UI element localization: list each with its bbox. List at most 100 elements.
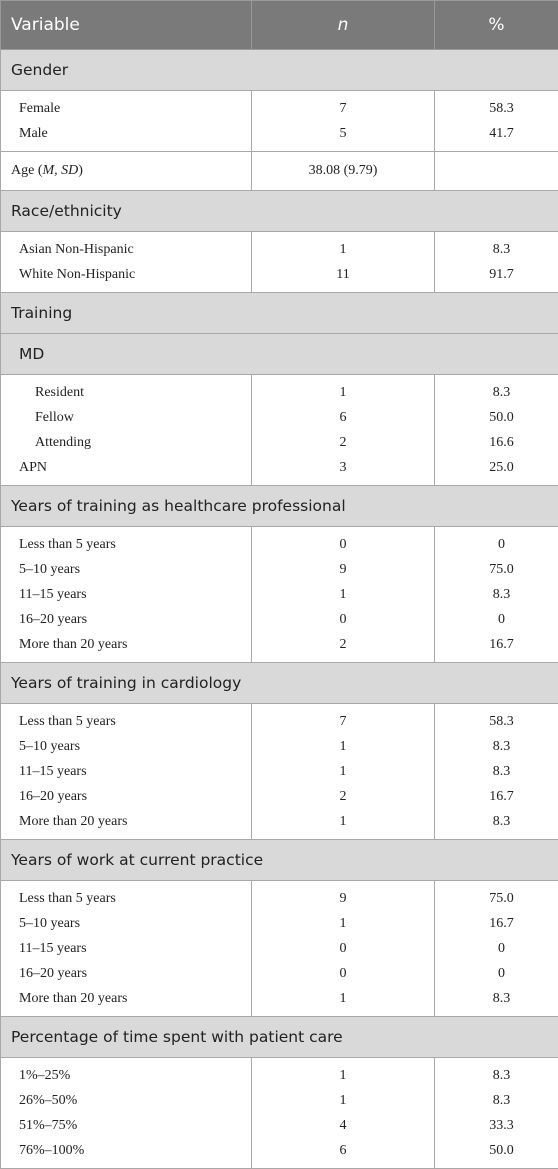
row-label: Less than 5 years [1, 704, 252, 735]
table-row: 5–10 years 9 75.0 [1, 557, 558, 582]
row-n: 0 [252, 607, 435, 632]
row-n: 3 [252, 455, 435, 486]
row-n: 1 [252, 232, 435, 263]
row-percent: 0 [435, 936, 558, 961]
row-n: 9 [252, 881, 435, 912]
row-percent: 58.3 [435, 91, 558, 122]
row-percent: 8.3 [435, 1088, 558, 1113]
row-n: 1 [252, 1088, 435, 1113]
section-race: Race/ethnicity [1, 191, 558, 232]
table-row: 11–15 years 0 0 [1, 936, 558, 961]
table-row: More than 20 years 2 16.7 [1, 632, 558, 663]
row-percent: 8.3 [435, 375, 558, 406]
row-percent: 0 [435, 961, 558, 986]
row-n: 7 [252, 704, 435, 735]
row-n: 6 [252, 1138, 435, 1169]
header-row: Variable n % [1, 1, 558, 50]
row-label: Less than 5 years [1, 527, 252, 558]
row-n: 7 [252, 91, 435, 122]
row-n: 0 [252, 936, 435, 961]
table-row: Less than 5 years 7 58.3 [1, 704, 558, 735]
row-label: Less than 5 years [1, 881, 252, 912]
row-label: 1%–25% [1, 1058, 252, 1089]
table-row: Female 7 58.3 [1, 91, 558, 122]
table-row: 76%–100% 6 50.0 [1, 1138, 558, 1169]
section-title: Training [1, 293, 558, 334]
row-label: Age (M, SD) [1, 152, 252, 191]
section-training: Training [1, 293, 558, 334]
row-percent: 33.3 [435, 1113, 558, 1138]
row-label: APN [1, 455, 252, 486]
row-percent: 50.0 [435, 405, 558, 430]
row-label: More than 20 years [1, 809, 252, 840]
table-row: Fellow 6 50.0 [1, 405, 558, 430]
row-label: 5–10 years [1, 911, 252, 936]
header-variable: Variable [1, 1, 252, 50]
table-row: 1%–25% 1 8.3 [1, 1058, 558, 1089]
row-n: 1 [252, 986, 435, 1017]
row-label: Attending [1, 430, 252, 455]
row-n: 1 [252, 582, 435, 607]
row-percent [435, 152, 558, 191]
row-n: 1 [252, 1058, 435, 1089]
header-n: n [252, 1, 435, 50]
section-title: Percentage of time spent with patient ca… [1, 1017, 558, 1058]
row-percent: 16.7 [435, 784, 558, 809]
row-percent: 0 [435, 607, 558, 632]
row-label: 16–20 years [1, 607, 252, 632]
table-row: 16–20 years 0 0 [1, 961, 558, 986]
row-n: 1 [252, 375, 435, 406]
section-gender: Gender [1, 50, 558, 91]
section-title: Years of work at current practice [1, 840, 558, 881]
row-percent: 8.3 [435, 759, 558, 784]
row-percent: 50.0 [435, 1138, 558, 1169]
row-percent: 8.3 [435, 232, 558, 263]
row-label: Male [1, 121, 252, 152]
row-label: 16–20 years [1, 784, 252, 809]
row-percent: 8.3 [435, 582, 558, 607]
table-row: More than 20 years 1 8.3 [1, 809, 558, 840]
section-title: Gender [1, 50, 558, 91]
row-label: 5–10 years [1, 734, 252, 759]
row-n: 2 [252, 430, 435, 455]
table-row: 5–10 years 1 16.7 [1, 911, 558, 936]
header-percent: % [435, 1, 558, 50]
table-row: 51%–75% 4 33.3 [1, 1113, 558, 1138]
row-n: 4 [252, 1113, 435, 1138]
row-n: 0 [252, 527, 435, 558]
row-n: 2 [252, 784, 435, 809]
row-n: 0 [252, 961, 435, 986]
row-label: Asian Non-Hispanic [1, 232, 252, 263]
row-n: 1 [252, 911, 435, 936]
row-percent: 58.3 [435, 704, 558, 735]
row-percent: 91.7 [435, 262, 558, 293]
row-label: White Non-Hispanic [1, 262, 252, 293]
table-row-age: Age (M, SD) 38.08 (9.79) [1, 152, 558, 191]
row-n: 38.08 (9.79) [252, 152, 435, 191]
section-patient-care: Percentage of time spent with patient ca… [1, 1017, 558, 1058]
row-label: 51%–75% [1, 1113, 252, 1138]
row-n: 5 [252, 121, 435, 152]
table-row: Attending 2 16.6 [1, 430, 558, 455]
row-n: 9 [252, 557, 435, 582]
row-percent: 8.3 [435, 986, 558, 1017]
row-label: Female [1, 91, 252, 122]
row-label: 26%–50% [1, 1088, 252, 1113]
row-percent: 75.0 [435, 557, 558, 582]
row-n: 1 [252, 759, 435, 784]
table-row: Male 5 41.7 [1, 121, 558, 152]
subsection-title: MD [1, 334, 558, 375]
table-row: 16–20 years 0 0 [1, 607, 558, 632]
table-row: 16–20 years 2 16.7 [1, 784, 558, 809]
section-years-practice: Years of work at current practice [1, 840, 558, 881]
table-row: Less than 5 years 9 75.0 [1, 881, 558, 912]
row-label: 76%–100% [1, 1138, 252, 1169]
row-n: 1 [252, 809, 435, 840]
row-percent: 8.3 [435, 1058, 558, 1089]
row-label: Resident [1, 375, 252, 406]
row-percent: 16.6 [435, 430, 558, 455]
table-row: Asian Non-Hispanic 1 8.3 [1, 232, 558, 263]
table-row: White Non-Hispanic 11 91.7 [1, 262, 558, 293]
age-label-prefix: Age ( [11, 163, 43, 178]
